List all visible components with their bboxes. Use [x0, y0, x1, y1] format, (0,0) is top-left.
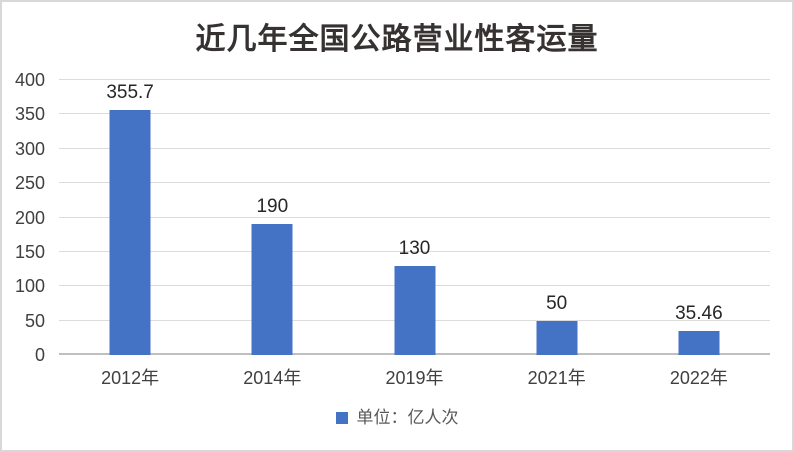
bar-value-label: 35.46 [675, 302, 723, 324]
y-tick-label: 400 [14, 70, 45, 90]
y-tick-label: 300 [14, 138, 45, 159]
y-tick-label: 100 [14, 276, 45, 297]
gridline [59, 216, 770, 218]
y-tick-label: 250 [14, 173, 45, 194]
x-tick-label: 2019年 [385, 368, 444, 388]
legend-label: 单位：亿人次 [356, 408, 459, 427]
bar-2012年 [109, 110, 151, 355]
y-tick-label: 200 [14, 207, 45, 228]
bar-value-label: 355.7 [106, 82, 154, 104]
legend: 单位：亿人次 [2, 409, 792, 426]
bar-2019年 [394, 265, 435, 355]
bar-value-label: 130 [398, 237, 431, 259]
y-axis: 0 50 100 150 200 250 300 350 400 [2, 71, 49, 364]
bar-value-label: 50 [546, 292, 568, 314]
bar-2021年 [536, 320, 578, 355]
x-axis: 2012年 2014年 2019年 2021年 2022年 [59, 364, 770, 390]
y-tick-label: 50 [24, 310, 45, 331]
legend-swatch-icon [335, 411, 348, 424]
gridline [59, 147, 770, 149]
x-tick-label: 2022年 [669, 368, 728, 388]
y-tick-label: 0 [34, 345, 45, 365]
chart-title: 近几年全国公路营业性客运量 [195, 22, 599, 57]
bar-value-label: 190 [256, 196, 289, 218]
gridline [59, 250, 770, 252]
bar-2014年 [251, 224, 293, 355]
x-tick-label: 2014年 [243, 368, 302, 388]
y-tick-label: 150 [14, 241, 45, 262]
x-tick-label: 2012年 [101, 368, 160, 388]
plot-area: 355.7 190 130 50 35.46 [59, 79, 770, 355]
y-tick-label: 350 [14, 104, 45, 125]
x-tick-label: 2021年 [527, 368, 586, 388]
gridline [59, 113, 770, 115]
bar-2022年 [678, 330, 720, 355]
gridline [59, 79, 770, 80]
gridline [59, 182, 770, 184]
